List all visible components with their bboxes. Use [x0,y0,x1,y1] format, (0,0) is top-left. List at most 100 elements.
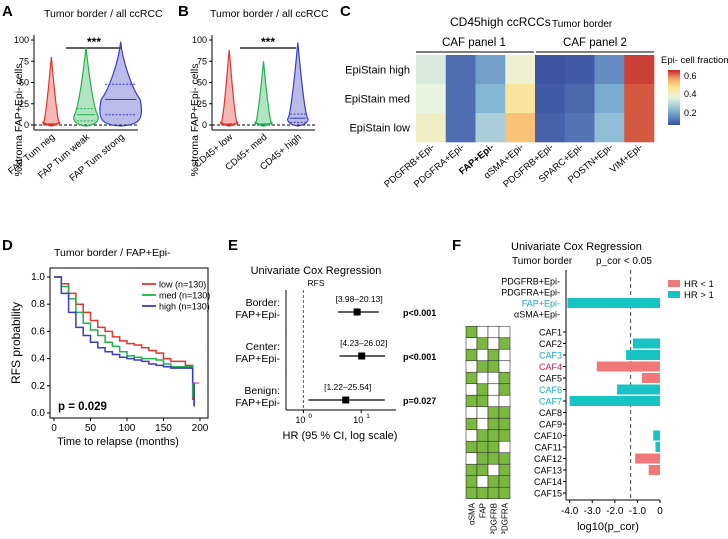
panel-c-subtitle: Tumor border [552,19,613,30]
panel-c-heatmap [416,55,655,143]
panel-f-legend: HR < 1HR > 1 [668,279,714,301]
panel-f-xtick-label: -1.0 [629,506,647,517]
panel-d-xtick-label: 150 [155,423,172,434]
panel-f-matrix-cell [476,463,489,477]
panel-f-row-label: PDGFRA+Epi- [501,288,560,298]
panel-e-row-label: FAP+Epi- [235,353,280,365]
panel-d-legend: low (n=130)med (n=130)high (n=130) [142,280,210,312]
panel-d-curve [54,276,195,407]
panel-d-title: Tumor border / FAP+Epi- [54,247,171,259]
panel-f-row-label: CAF6 [539,385,562,395]
panel-f-xticks: -4.0 -3.0 -2.0 -1.0 0 [561,500,663,517]
panel-f-matrix-col-label: FAP [479,503,488,518]
panel-f-matrix-cell [465,360,478,373]
panel-c-row-label: EpiStain med [345,94,410,106]
panel-e-subtitle: RFS [308,278,325,288]
panel-f-row-label: CAF14 [534,477,562,487]
panel-f-matrix-cell [465,348,478,362]
a-violin [42,56,61,127]
b-ytick-label: 0 [202,120,207,130]
panel-c-heat-cell [564,113,595,143]
panel-e-hr-point [358,352,366,360]
panel-c-heat-cell [475,55,506,85]
a-ytick-label: 25 [19,99,29,109]
panel-f-matrix-cell [465,452,478,465]
panel-f-bar [653,430,660,441]
panel-f-matrix-cell [487,463,500,477]
panel-c-legend-tick: 0.4 [684,89,697,99]
panel-d-legend-label: med (n=130) [159,291,210,301]
panel-f-legend-label: HR < 1 [684,279,714,290]
panel-e-xlabel: HR (95 % CI, log scale) [283,430,398,442]
panel-f-row-label: CAF7 [539,397,562,407]
panel-f-row-label: CAF11 [535,443,562,453]
panel-f-matrix-cell [465,440,478,454]
panel-f-bar [655,442,660,452]
panel-e-xtick-label: 10 [353,415,363,425]
panel-c-heat-cell [594,55,625,85]
panel-f-matrix-cell [487,394,500,408]
panel-f-row-label: PDGFRB+Epi- [501,277,560,287]
panel-d-pvalue: p = 0.029 [58,401,107,413]
panel-f-bar [641,373,660,383]
panel-f-matrix-cell [498,406,511,419]
panel-a: A Tumor border / all ccRCC %stroma FAP+E… [2,3,163,184]
panel-e-hr-point [353,308,361,316]
panel-d-xtick-label: 100 [119,423,136,434]
panel-c-heat-cell [445,84,476,114]
panel-c-panel1: CAF panel 1 [442,37,506,49]
b-violin [254,61,273,127]
panel-f-row-label: CAF3 [539,351,562,361]
panel-b-ylabel: %stroma FAP+Epi- cells [189,64,201,177]
panel-f-row-label: CAF2 [539,339,562,349]
panel-e-row-label: FAP+Epi- [235,397,280,409]
panel-f-matrix-cell [487,383,500,396]
panel-c-heat-cell [564,84,595,114]
panel-c-heat-cell [416,84,447,114]
panel-f-bar [617,384,660,395]
panel-f-matrix-cell [476,440,489,454]
panel-e-pvalue: p<0.001 [403,308,436,318]
panel-d-xtick-label: 50 [85,423,97,434]
panel-d-xlabel: Time to relapse (months) [57,436,179,448]
panel-d-survival-curves [54,276,200,407]
panel-f-matrix: αSMA FAP PDGFRB PDGFRA [465,325,511,536]
panel-f-bar [596,361,660,372]
panel-c-row-labels: EpiStain high EpiStain med EpiStain low [345,65,410,135]
panel-e-ci-text: [4.23–26.02] [340,338,387,348]
a-ytick-label: 75 [19,56,29,66]
panel-f-pcut: p_cor < 0.05 [596,256,652,267]
a-ytick-label: 100 [14,35,29,45]
panel-c-heat-cell [505,55,536,85]
b-ytick-label: 100 [192,35,207,45]
panel-f-matrix-cell [476,452,489,465]
panel-f-matrix-cell [465,371,478,385]
panel-c-heat-cell [416,55,447,85]
panel-f-bar [569,396,660,406]
panel-f-matrix-cell [465,463,478,477]
panel-f-matrix-cell [465,383,478,396]
panel-f-row-label: CAF15 [534,489,562,499]
panel-d-legend-label: high (n=130) [159,302,210,312]
panel-f-matrix-cell [487,440,500,454]
panel-f-xlabel: log10(p_cor) [577,521,639,533]
panel-e-hr-point [342,396,350,404]
panel-e-group: Border: [246,297,280,309]
panel-e-forest: Border:FAP+Epi-[3.98–20.13]p<0.001Center… [235,290,436,410]
panel-d-curve [54,276,195,407]
panel-f-matrix-cell [487,325,500,339]
panel-f-matrix-cell [476,486,489,500]
panel-d-xtick-label: 0 [51,423,57,434]
panel-e-group: Benign: [244,385,280,397]
panel-f-legend-swatch [668,280,680,287]
panel-f-matrix-cell [465,475,478,488]
panel-c-heat-cell [475,84,506,114]
panel-f-row-label: CAF9 [539,420,562,430]
panel-d-ytick-label: 1.0 [31,272,45,283]
panel-c-row-label: EpiStain low [349,123,410,135]
panel-f-matrix-cell [498,371,511,385]
panel-d-xtick-label: 200 [192,423,209,434]
panel-f-matrix-cell [498,383,511,396]
panel-b: B Tumor border / all ccRCC %stroma FAP+E… [178,3,329,176]
panel-f-legend-label: HR > 1 [684,290,714,301]
